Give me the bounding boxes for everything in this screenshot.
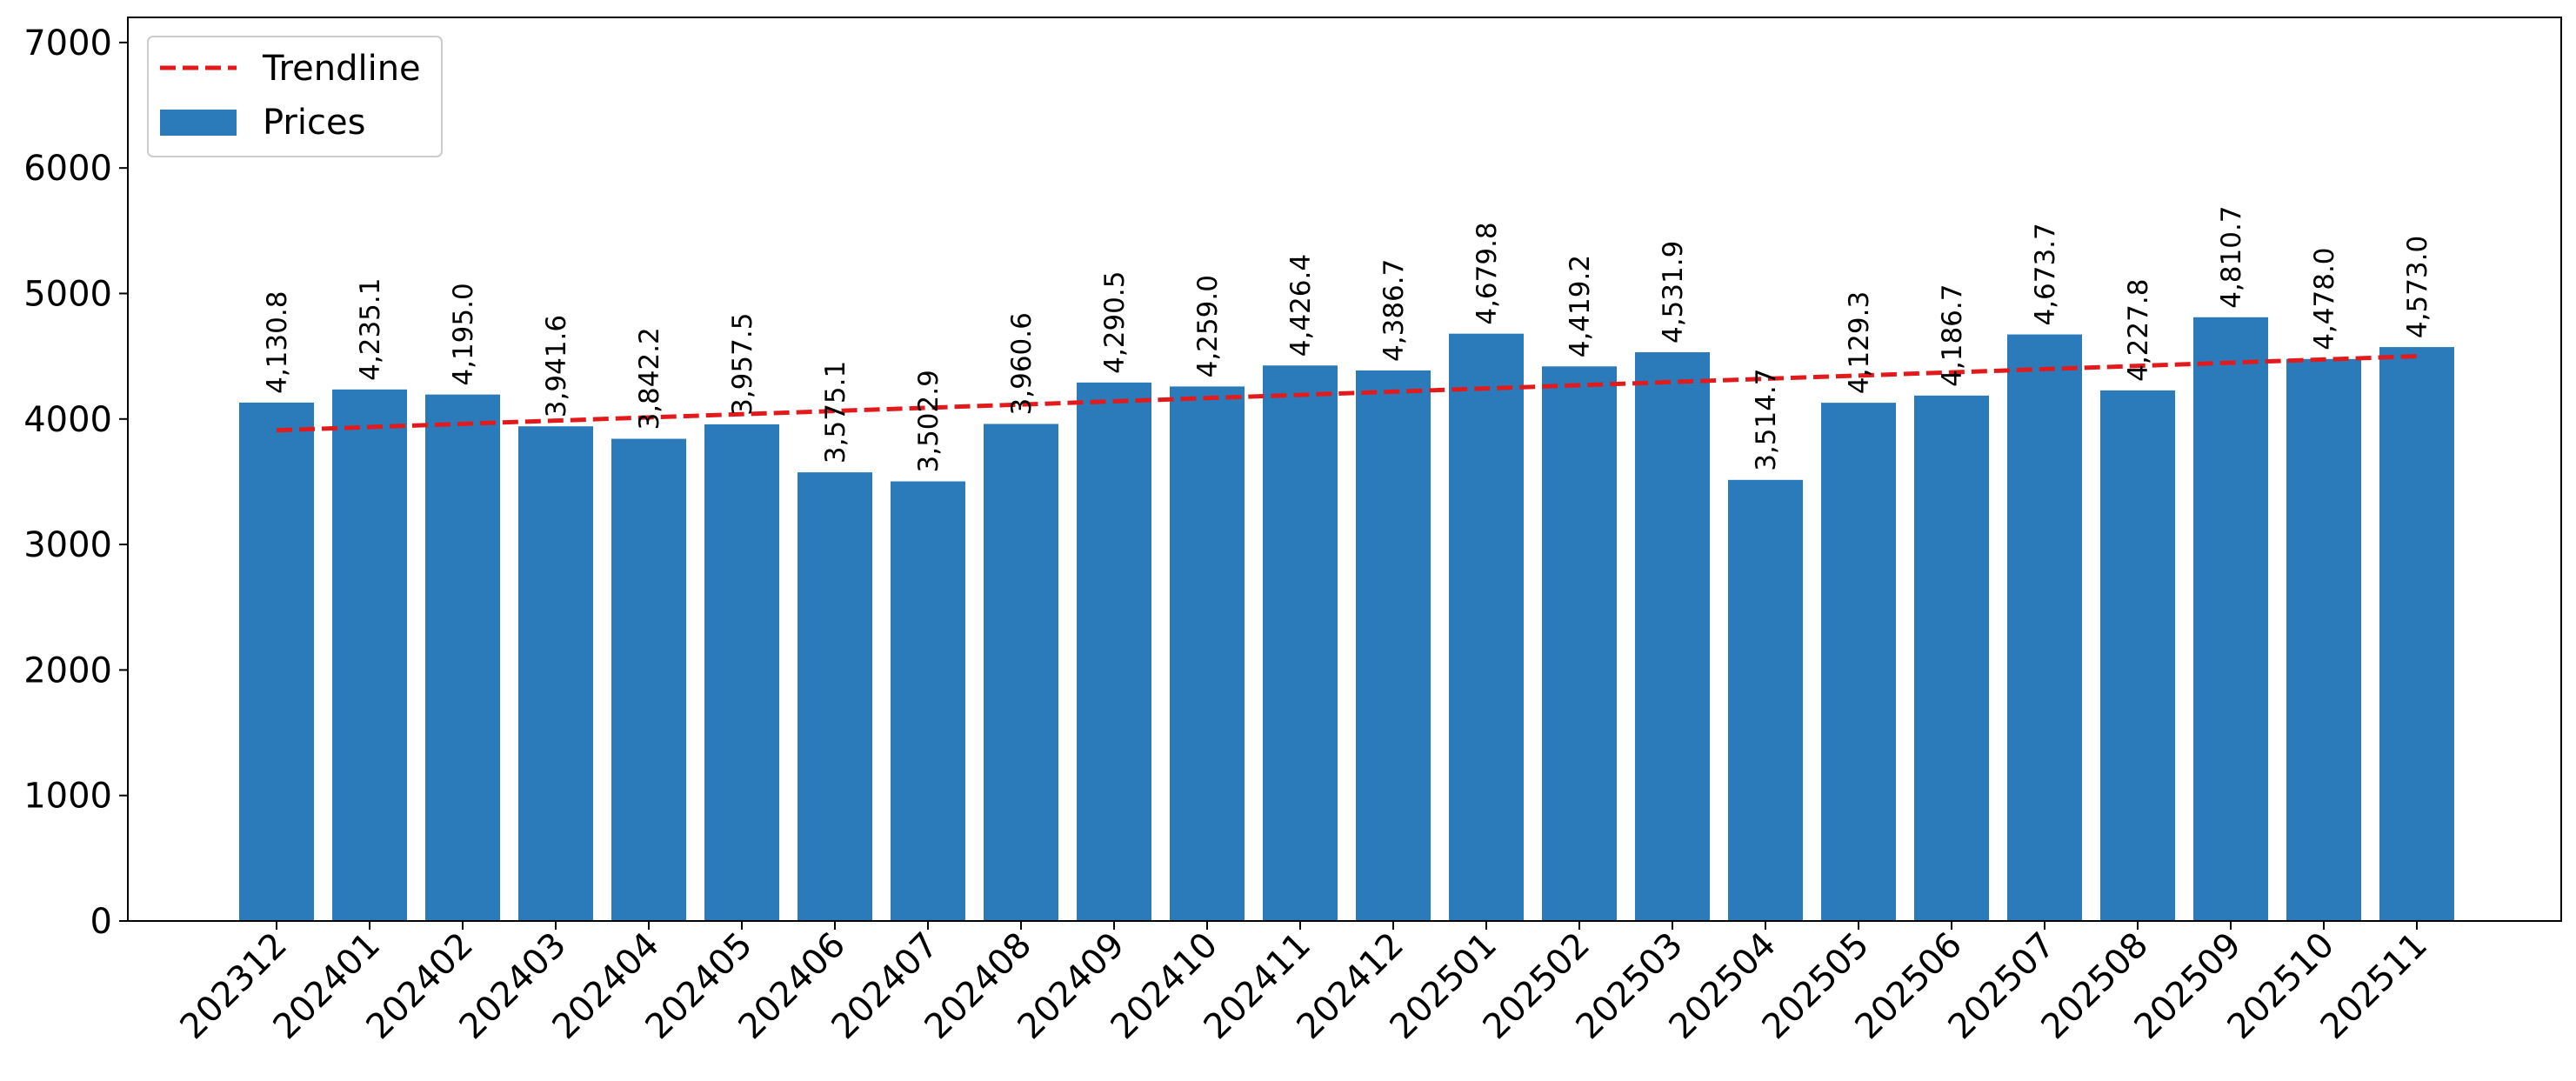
data-label: 3,502.9 xyxy=(913,370,944,472)
legend: Trendline Prices xyxy=(147,36,443,157)
bar xyxy=(2379,347,2454,921)
bar xyxy=(797,472,872,921)
y-tick-label: 4000 xyxy=(23,400,112,440)
data-label: 4,259.0 xyxy=(1192,275,1224,377)
y-tick-label: 5000 xyxy=(23,274,112,314)
bar xyxy=(1263,365,1338,922)
data-label: 3,514.7 xyxy=(1751,368,1782,470)
data-label: 3,842.2 xyxy=(634,327,665,430)
y-tick-label: 7000 xyxy=(23,23,112,63)
data-label: 4,386.7 xyxy=(1378,259,1410,362)
bar xyxy=(611,438,686,921)
bar xyxy=(891,481,965,921)
bar xyxy=(1077,382,1151,921)
bar xyxy=(239,402,314,922)
data-label: 4,573.0 xyxy=(2402,236,2433,338)
data-label: 4,419.2 xyxy=(1565,255,1596,357)
data-label: 4,130.8 xyxy=(262,291,293,394)
bar xyxy=(1914,395,1989,921)
trendline xyxy=(276,354,2418,433)
bar xyxy=(1356,370,1431,921)
data-label: 4,235.1 xyxy=(355,278,386,381)
axes-frame xyxy=(127,17,2562,922)
legend-prices-swatch xyxy=(160,110,237,136)
data-label: 3,575.1 xyxy=(820,361,851,464)
bar xyxy=(2100,390,2175,921)
bar xyxy=(704,424,779,921)
data-label: 3,960.6 xyxy=(1006,312,1038,415)
bar xyxy=(332,389,407,921)
bar xyxy=(425,394,500,921)
bar xyxy=(1728,479,1803,921)
bar xyxy=(2007,334,2082,922)
data-label: 4,426.4 xyxy=(1285,254,1317,357)
y-tick-label: 1000 xyxy=(23,777,112,817)
y-tick-label: 3000 xyxy=(23,525,112,565)
data-label: 4,673.7 xyxy=(2030,223,2061,325)
data-label: 4,195.0 xyxy=(448,283,479,385)
data-label: 4,531.9 xyxy=(1658,241,1689,344)
plot-area: 4,130.8 4,235.1 4,195.0 3,941.6 3,842.2 3,957… xyxy=(23,17,2562,1047)
legend-prices-label: Prices xyxy=(263,103,365,143)
bar xyxy=(1449,333,1524,922)
data-label: 4,478.0 xyxy=(2309,247,2340,350)
legend-trendline-label: Trendline xyxy=(262,49,421,89)
data-label: 4,129.3 xyxy=(1844,291,1875,394)
bar xyxy=(1170,386,1245,921)
bar xyxy=(1635,352,1710,921)
bar xyxy=(1821,403,1896,921)
bar xyxy=(1542,366,1617,921)
bar xyxy=(984,424,1058,922)
data-label: 3,957.5 xyxy=(727,313,758,416)
data-label: 4,186.7 xyxy=(1937,284,1968,387)
y-tick-label: 6000 xyxy=(23,149,112,189)
bar xyxy=(2193,317,2268,921)
y-tick-label: 2000 xyxy=(23,651,112,691)
bar xyxy=(2286,358,2361,922)
data-label: 4,679.8 xyxy=(1472,222,1503,324)
data-label: 4,227.8 xyxy=(2123,279,2154,382)
data-label: 4,810.7 xyxy=(2216,205,2247,308)
bar xyxy=(518,426,593,922)
y-tick-label: 0 xyxy=(90,902,112,942)
data-label: 4,290.5 xyxy=(1099,271,1131,374)
data-label: 3,941.6 xyxy=(541,315,572,417)
